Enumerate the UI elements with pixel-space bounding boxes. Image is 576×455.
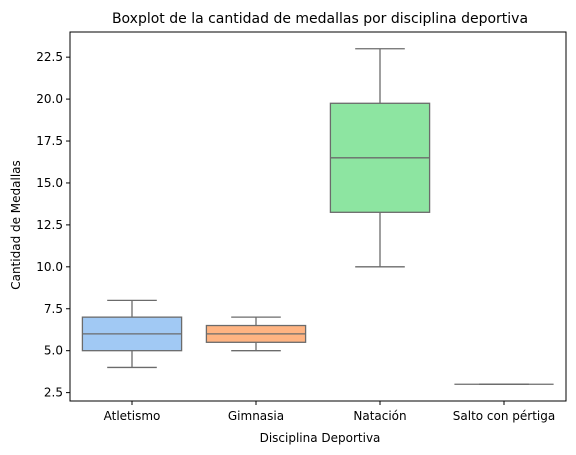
y-tick-label: 12.5 bbox=[36, 218, 63, 232]
x-tick-label: Atletismo bbox=[104, 409, 161, 423]
x-tick-label: Gimnasia bbox=[228, 409, 284, 423]
y-tick-label: 15.0 bbox=[36, 176, 63, 190]
plot-area: 2.5 5.0 7.5 10.0 12.5 15.0 17.5 20.0 22.5 Atletis… bbox=[36, 31, 567, 423]
x-tick-label: Salto con pértiga bbox=[453, 409, 555, 423]
y-tick-label: 17.5 bbox=[36, 134, 63, 148]
x-tick-label: Natación bbox=[353, 409, 406, 423]
y-tick-label: 5.0 bbox=[44, 344, 63, 358]
axes-frame bbox=[69, 31, 567, 402]
y-tick-label: 20.0 bbox=[36, 92, 63, 106]
y-axis-label: Cantidad de Medallas bbox=[9, 160, 23, 290]
y-tick-label: 22.5 bbox=[36, 50, 63, 64]
x-axis-label: Disciplina Deportiva bbox=[260, 431, 381, 445]
y-tick-label: 10.0 bbox=[36, 260, 63, 274]
y-tick-label: 2.5 bbox=[44, 386, 63, 400]
chart-title: Boxplot de la cantidad de medallas por d… bbox=[112, 11, 528, 27]
y-tick-label: 7.5 bbox=[44, 302, 63, 316]
